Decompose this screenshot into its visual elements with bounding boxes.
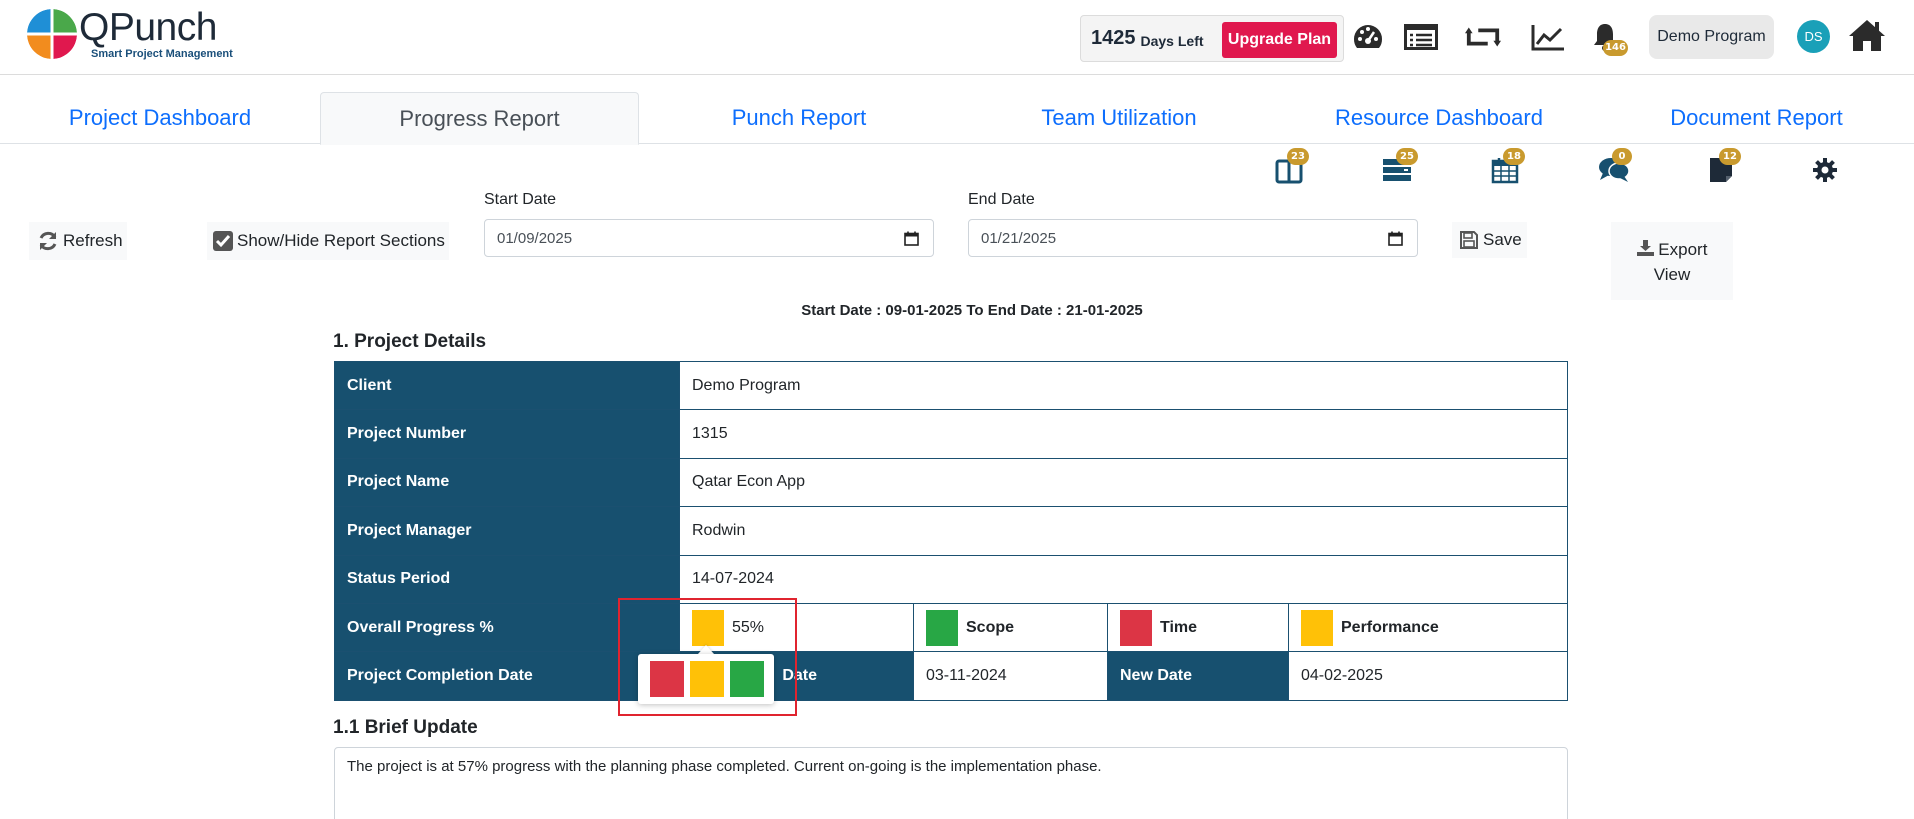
- list-view-icon[interactable]: [1403, 20, 1439, 54]
- color-option-green[interactable]: [730, 661, 764, 697]
- home-icon[interactable]: [1847, 16, 1887, 54]
- end-date-input[interactable]: 01/21/2025: [968, 219, 1418, 257]
- color-option-amber[interactable]: [690, 661, 724, 697]
- status-period-value: 14-07-2024: [679, 554, 1568, 604]
- end-date-value: 01/21/2025: [981, 229, 1057, 247]
- notification-badge: 146: [1603, 40, 1628, 56]
- brief-update-text: The project is at 57% progress with the …: [347, 758, 1102, 775]
- table-row: Status Period 14-07-2024: [334, 554, 1568, 604]
- section-brief-update-title: 1.1 Brief Update: [333, 717, 478, 738]
- performance-cell: Performance: [1288, 602, 1568, 653]
- new-date-value: 04-02-2025: [1288, 651, 1568, 701]
- tab-team-utilization[interactable]: Team Utilization: [1041, 105, 1197, 130]
- save-icon: [1460, 231, 1478, 249]
- project-name-label: Project Name: [334, 457, 680, 508]
- refresh-label: Refresh: [63, 231, 123, 250]
- project-number-label: Project Number: [334, 409, 680, 459]
- highlight-annotation-box: [618, 598, 797, 716]
- end-date-label: End Date: [968, 191, 1035, 208]
- start-date-label: Start Date: [484, 191, 557, 208]
- start-date-input[interactable]: 01/09/2025: [484, 219, 934, 257]
- export-view-button[interactable]: Export View: [1611, 222, 1733, 300]
- calendar-badge: 18: [1503, 148, 1525, 165]
- top-header: QPunch Smart Project Management 1425 Day…: [0, 0, 1914, 75]
- start-date-value: 01/09/2025: [497, 229, 573, 247]
- project-name-value: Qatar Econ App: [679, 457, 1568, 508]
- logo-mark-icon: [27, 9, 77, 59]
- project-number-value: 1315: [679, 409, 1568, 459]
- calendar-icon: [904, 231, 919, 246]
- comments-badge: 0: [1612, 148, 1632, 165]
- progress-status-swatch[interactable]: [692, 609, 724, 646]
- brief-update-textarea[interactable]: The project is at 57% progress with the …: [334, 747, 1568, 819]
- save-button[interactable]: Save: [1452, 222, 1527, 258]
- tab-document-report[interactable]: Document Report: [1670, 105, 1843, 130]
- original-date-value: 03-11-2024: [913, 651, 1108, 701]
- server-list-badge: 25: [1396, 148, 1418, 165]
- tab-punch-report[interactable]: Punch Report: [731, 105, 867, 130]
- download-icon: [1636, 240, 1654, 256]
- show-hide-label: Show/Hide Report Sections: [237, 231, 445, 250]
- refresh-icon: [39, 231, 57, 251]
- scope-label: Scope: [966, 618, 1015, 636]
- days-left-label: Days Left: [1140, 32, 1204, 49]
- table-row: Project Manager Rodwin: [334, 506, 1568, 556]
- table-row: Project Number 1315: [334, 409, 1568, 459]
- line-chart-icon[interactable]: [1530, 20, 1566, 54]
- gear-icon[interactable]: [1805, 153, 1845, 187]
- performance-label: Performance: [1341, 618, 1439, 636]
- tab-progress-report[interactable]: Progress Report: [320, 92, 639, 145]
- time-status-swatch[interactable]: [1120, 609, 1152, 646]
- new-date-label: New Date: [1107, 651, 1289, 701]
- notes-badge: 12: [1719, 148, 1741, 165]
- table-row: Client Demo Program: [334, 360, 1568, 411]
- dashboard-gauge-icon[interactable]: [1350, 20, 1386, 54]
- table-row: Project Name Qatar Econ App: [334, 457, 1568, 508]
- program-selector[interactable]: Demo Program: [1649, 15, 1774, 59]
- retweet-icon[interactable]: [1465, 20, 1501, 54]
- days-left-number: 1425: [1091, 27, 1136, 49]
- overall-progress-label: Overall Progress %: [334, 602, 680, 653]
- refresh-button[interactable]: Refresh: [29, 222, 127, 260]
- show-hide-sections-button[interactable]: Show/Hide Report Sections: [207, 222, 449, 260]
- avatar[interactable]: DS: [1797, 20, 1830, 53]
- color-picker-arrow: [698, 645, 714, 654]
- export-label-2: View: [1653, 265, 1691, 284]
- scope-cell: Scope: [913, 602, 1108, 653]
- panels-badge: 23: [1287, 148, 1309, 165]
- logo-name: QPunch: [79, 6, 217, 49]
- export-label-1: Export: [1658, 240, 1708, 259]
- date-range-summary: Start Date : 09-01-2025 To End Date : 21…: [801, 302, 1143, 319]
- client-label: Client: [334, 360, 680, 411]
- project-manager-value: Rodwin: [679, 506, 1568, 556]
- status-period-label: Status Period: [334, 554, 680, 604]
- performance-status-swatch[interactable]: [1301, 609, 1333, 646]
- color-option-red[interactable]: [650, 661, 684, 697]
- project-details-table: Client Demo Program Project Number 1315 …: [334, 360, 1568, 701]
- completion-date-label: Project Completion Date: [334, 651, 680, 701]
- scope-status-swatch[interactable]: [926, 609, 958, 646]
- tab-project-dashboard[interactable]: Project Dashboard: [68, 105, 252, 130]
- table-row: Overall Progress % 55% Scope Time Perfor…: [334, 602, 1568, 653]
- time-cell: Time: [1107, 602, 1289, 653]
- status-color-picker: [638, 654, 774, 704]
- logo-tagline: Smart Project Management: [91, 48, 233, 60]
- save-label: Save: [1483, 230, 1522, 249]
- upgrade-plan-button[interactable]: Upgrade Plan: [1222, 22, 1337, 58]
- report-tabs: Project Dashboard Progress Report Punch …: [0, 92, 1914, 145]
- logo[interactable]: QPunch Smart Project Management: [27, 8, 233, 60]
- calendar-icon: [1388, 231, 1403, 246]
- checkbox-checked-icon: [213, 231, 233, 251]
- time-label: Time: [1160, 618, 1198, 636]
- client-value: Demo Program: [679, 360, 1568, 411]
- project-manager-label: Project Manager: [334, 506, 680, 556]
- tab-resource-dashboard[interactable]: Resource Dashboard: [1335, 105, 1543, 130]
- table-row: Project Completion Date Date 03-11-2024 …: [334, 651, 1568, 701]
- overall-progress-value: 55%: [732, 618, 765, 636]
- section-project-details-title: 1. Project Details: [333, 331, 487, 352]
